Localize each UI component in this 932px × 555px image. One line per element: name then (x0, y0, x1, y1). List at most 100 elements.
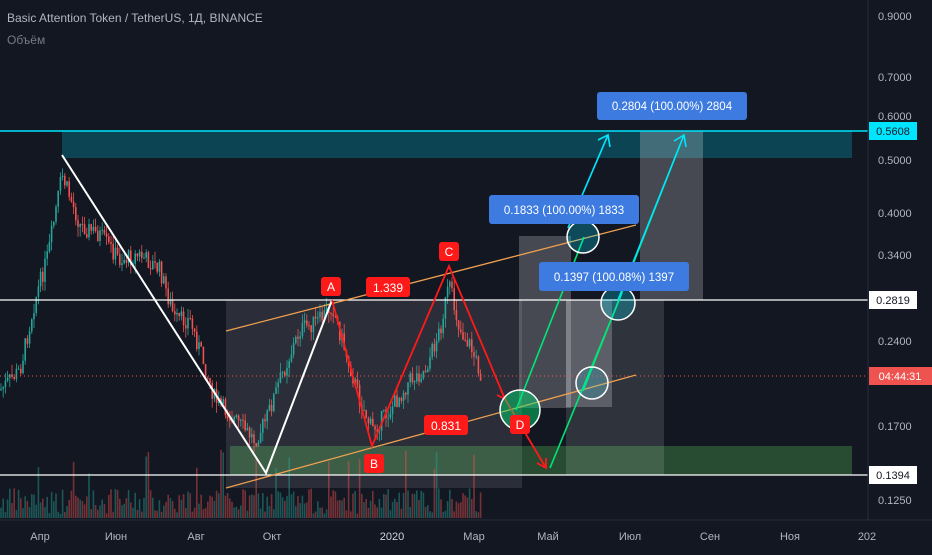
candle-body (369, 418, 372, 424)
price-tick-label: 0.3400 (878, 250, 912, 262)
candle-body (55, 206, 57, 222)
candle-body (407, 382, 409, 395)
candle-body (138, 251, 141, 257)
volume-bar (191, 511, 194, 518)
volume-bar (2, 498, 4, 518)
volume-bar (24, 496, 26, 518)
candle-body (176, 312, 178, 315)
candle-body (477, 356, 480, 374)
volume-bar (226, 492, 229, 518)
candle-body (6, 377, 9, 381)
volume-bar (123, 503, 125, 518)
candle-body (244, 420, 246, 431)
volume-bar (178, 495, 180, 518)
price-tag-resistance-text: 0.5608 (876, 126, 910, 138)
volume-bar (61, 489, 64, 518)
candle-body (288, 361, 290, 368)
time-tick-label: Мар (463, 531, 485, 543)
volume-bar (460, 502, 462, 518)
target-label-3-text: 0.1397 (100.08%) 1397 (554, 272, 674, 284)
volume-bar (180, 499, 183, 518)
candle-body (332, 313, 334, 317)
volume-bar (407, 490, 409, 518)
volume-bar (75, 495, 77, 518)
candle-body (156, 262, 158, 272)
volume-bar (114, 488, 117, 518)
volume-bar (218, 493, 220, 518)
candle-body (0, 388, 2, 390)
label-d-text: D (516, 418, 525, 432)
candle-body (154, 261, 156, 263)
volume-bar (147, 452, 150, 518)
volume-bar (182, 494, 185, 518)
candle-body (356, 379, 359, 385)
candle-body (314, 316, 317, 319)
volume-bar (22, 508, 24, 518)
volume-bar (156, 510, 158, 518)
volume-bar (125, 498, 128, 518)
volume-bar (416, 490, 418, 518)
price-tick-label: 0.1700 (878, 421, 912, 433)
volume-bar (402, 492, 405, 518)
time-axis[interactable] (0, 520, 932, 550)
candle-body (424, 370, 427, 373)
volume-bar (57, 511, 59, 518)
volume-bar (251, 494, 253, 518)
volume-bar (319, 507, 321, 518)
price-axis[interactable] (868, 0, 932, 520)
volume-bar (431, 512, 433, 518)
candle-body (165, 276, 167, 289)
volume-bar (374, 504, 376, 518)
target-label-2-text: 0.1833 (100.00%) 1833 (504, 205, 624, 217)
candle-body (24, 338, 26, 361)
candle-body (83, 224, 86, 235)
volume-bar (121, 505, 123, 518)
volume-bar (31, 494, 33, 518)
candle-body (251, 434, 253, 438)
volume-bar (332, 490, 334, 518)
volume-bar (446, 501, 449, 518)
candle-body (264, 419, 266, 422)
volume-bar (376, 507, 378, 518)
candle-body (35, 296, 37, 314)
resistance-zone (62, 131, 852, 158)
volume-bar (246, 510, 249, 518)
volume-bar (127, 490, 130, 518)
volume-bar (136, 509, 139, 518)
time-tick-label: Июл (619, 531, 641, 543)
time-tick-label: 2020 (380, 531, 404, 543)
target-circle-2 (600, 285, 636, 321)
candle-body (279, 372, 282, 383)
volume-bar (42, 498, 44, 518)
volume-bar (105, 513, 108, 518)
volume-bar (347, 461, 350, 518)
time-tick-label: Май (537, 531, 559, 543)
volume-bar (108, 494, 110, 518)
ratio-label-2-text: 0.831 (431, 419, 461, 433)
volume-bar (68, 499, 70, 518)
volume-bar (200, 494, 202, 518)
volume-bar (97, 509, 99, 518)
candle-body (422, 370, 425, 379)
candle-body (387, 417, 389, 419)
volume-bar (391, 501, 394, 518)
candle-body (270, 404, 273, 412)
price-tag-support-text: 0.1394 (876, 470, 910, 482)
time-tick-label: Авг (187, 531, 204, 543)
label-b-text: B (370, 457, 378, 471)
volume-bar (343, 497, 345, 518)
volume-bar (413, 493, 416, 518)
volume-bar (149, 490, 152, 518)
candle-body (468, 339, 471, 347)
candle-body (116, 247, 119, 255)
candle-body (94, 226, 97, 231)
volume-bar (383, 493, 385, 518)
volume-bar (213, 500, 216, 518)
candle-body (110, 242, 112, 244)
volume-bar (28, 507, 31, 518)
candle-body (418, 373, 420, 382)
volume-bar (367, 507, 370, 518)
symbol-title: Basic Attention Token / TetherUS, 1Д, BI… (7, 11, 263, 25)
candle-body (479, 373, 482, 381)
